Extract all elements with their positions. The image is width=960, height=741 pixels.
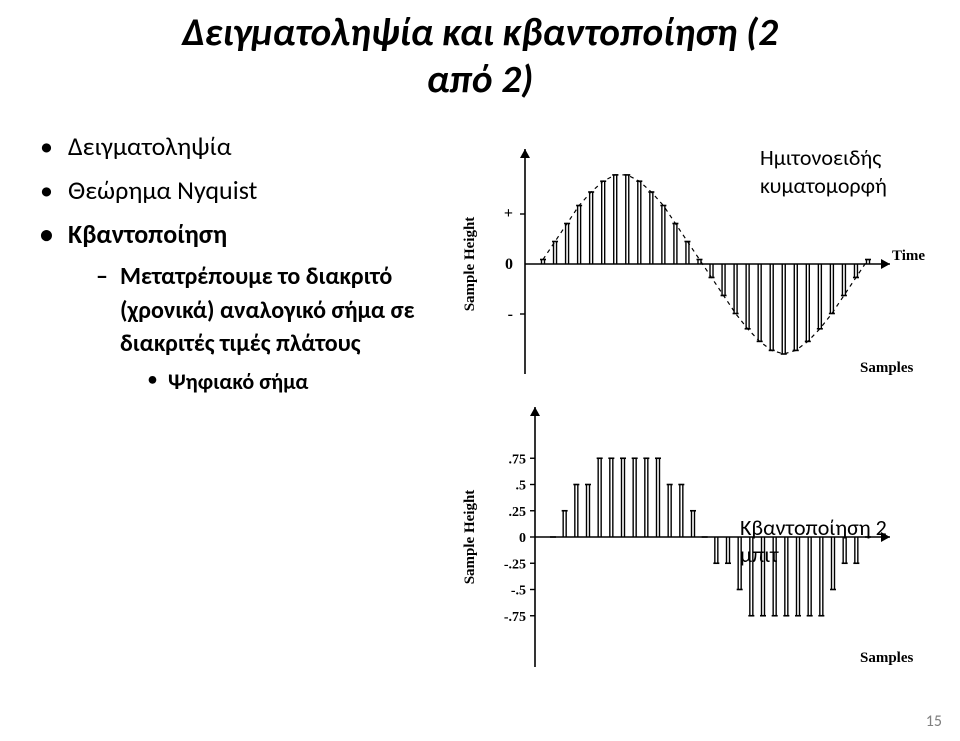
svg-text:+: +: [504, 205, 513, 222]
svg-text:-: -: [508, 306, 513, 323]
content-row: Δειγματοληψία Θεώρημα Nyquist Κβαντοποίη…: [0, 104, 960, 692]
svg-text:Samples: Samples: [860, 650, 914, 666]
sub-bullet-convert: Μετατρέπουμε το διακριτό (χρονικά) αναλο…: [96, 260, 460, 398]
svg-text:-.75: -.75: [504, 609, 526, 624]
svg-text:.5: .5: [516, 478, 527, 493]
svg-text:0: 0: [519, 531, 526, 546]
sub-line-1: Μετατρέπουμε το διακριτό: [120, 262, 392, 291]
bullet-nyquist-text: Θεώρημα Nyquist: [68, 174, 257, 206]
subsub-digital: Ψηφιακό σήμα: [148, 367, 460, 398]
sub-line-2: (χρονικά) αναλογικό σήμα σε: [120, 296, 415, 325]
title-line-1: Δειγματοληψία και κβαντοποίηση (2: [182, 9, 778, 56]
charts-col: Ημιτονοειδής κυματομορφή Κβαντοποίηση 2 …: [460, 114, 930, 692]
page-number: 15: [926, 712, 942, 731]
svg-text:Sample Height: Sample Height: [462, 489, 478, 584]
svg-text:-.5: -.5: [511, 583, 526, 598]
bullet-quantization: Κβαντοποίηση Μετατρέπουμε το διακριτό (χ…: [40, 212, 460, 398]
bullet-sampling-text: Δειγματοληψία: [68, 130, 231, 162]
bullet-nyquist: Θεώρημα Nyquist: [40, 168, 460, 212]
svg-text:-.25: -.25: [504, 557, 526, 572]
svg-text:.25: .25: [509, 504, 527, 519]
svg-text:Time: Time: [892, 248, 925, 264]
svg-text:Sample Height: Sample Height: [462, 216, 478, 311]
bullet-quantization-text: Κβαντοποίηση: [68, 218, 227, 250]
subsub-digital-text: Ψηφιακό σήμα: [168, 368, 308, 395]
svg-text:Samples: Samples: [860, 360, 914, 376]
svg-text:.75: .75: [509, 452, 527, 467]
top-chart-label-1: Ημιτονοειδής: [760, 144, 881, 171]
bottom-chart-label: Κβαντοποίηση 2 μπιτ: [740, 514, 930, 568]
svg-text:0: 0: [505, 256, 513, 273]
top-chart-label-2: κυματομορφή: [760, 172, 887, 199]
slide-title: Δειγματοληψία και κβαντοποίηση (2 από 2): [0, 0, 960, 104]
bullet-sampling: Δειγματοληψία: [40, 124, 460, 168]
sub-line-3: διακριτές τιμές πλάτους: [120, 329, 361, 358]
title-line-2: από 2): [427, 56, 534, 103]
bullet-list-col: Δειγματοληψία Θεώρημα Nyquist Κβαντοποίη…: [40, 114, 460, 692]
